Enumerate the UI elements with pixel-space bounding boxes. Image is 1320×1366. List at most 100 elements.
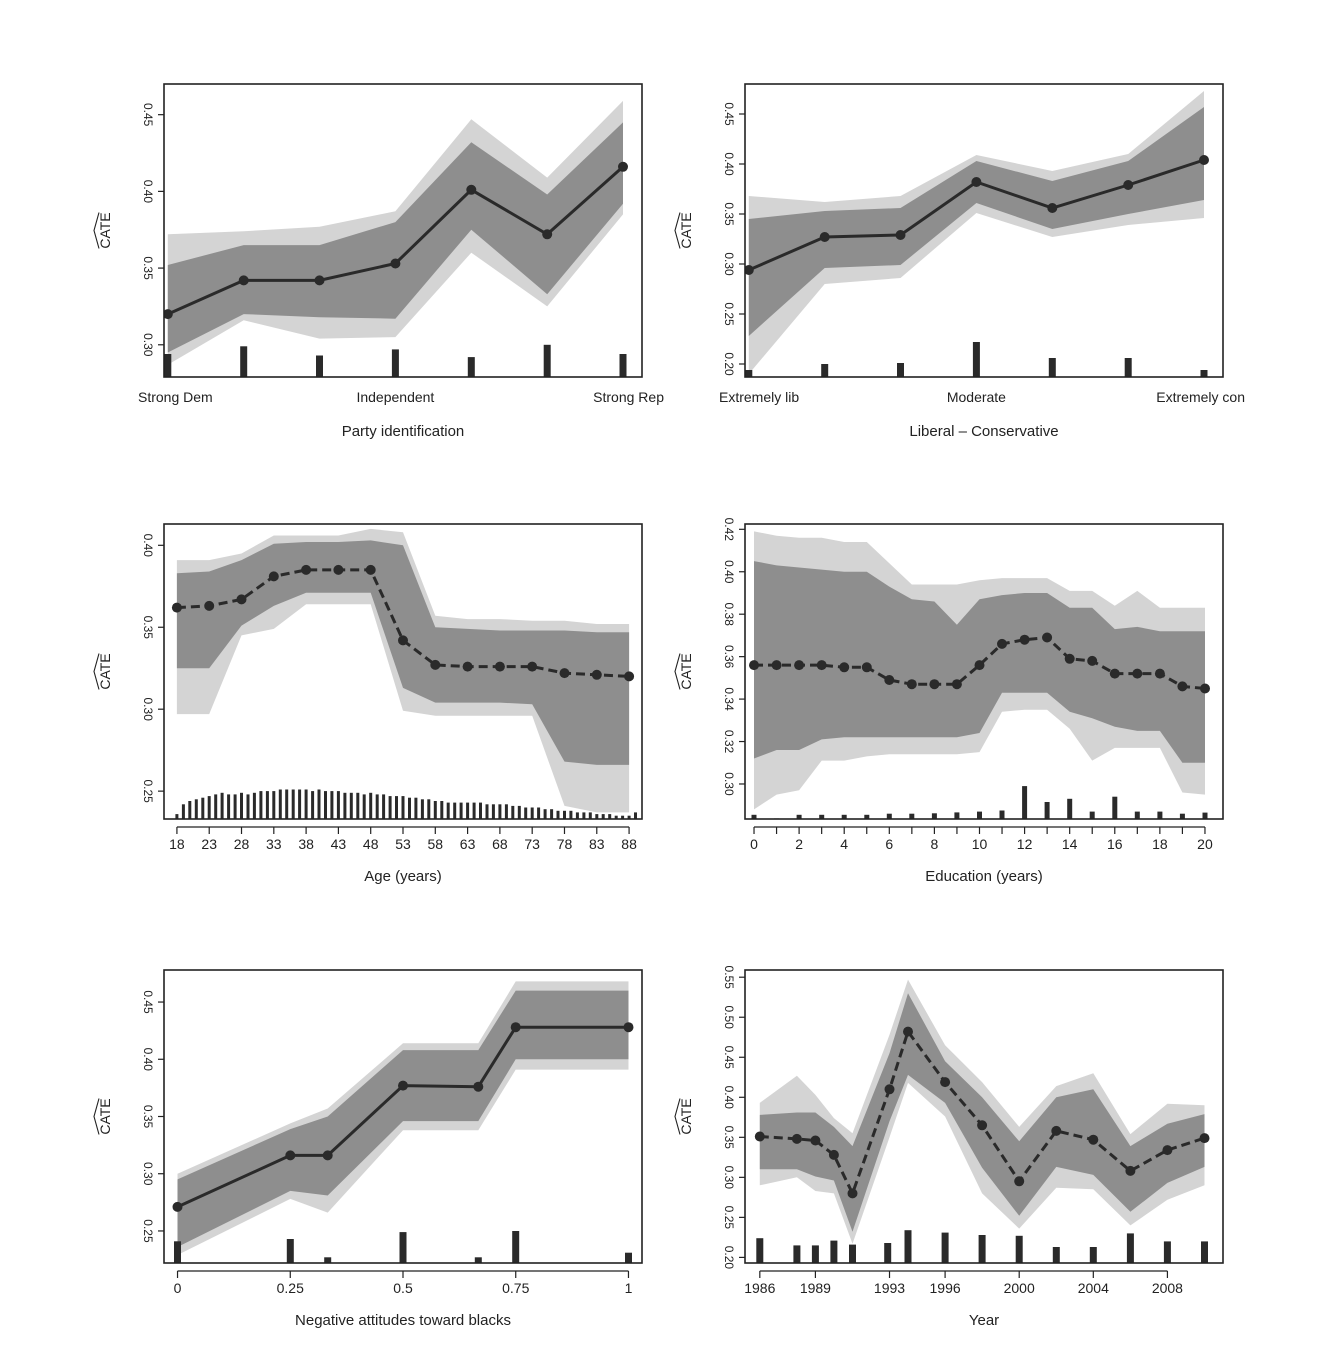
histogram-bar (349, 792, 353, 819)
estimate-point (430, 659, 441, 670)
x-tick-label: 1993 (874, 1280, 905, 1296)
histogram-bar (188, 801, 192, 819)
panel-ideology: 0.20 0.25 0.30 0.35 0.40 0.45 Extremely lib Mod… (674, 83, 1245, 440)
x-tick-label: 18 (1152, 836, 1168, 852)
estimate-point (1019, 634, 1030, 645)
estimate-point (1132, 668, 1143, 679)
estimate-point (398, 1080, 408, 1091)
histogram-bar (467, 357, 475, 377)
y-tick-label: 0.40 (722, 1086, 736, 1110)
histogram-bar (864, 814, 870, 819)
x-axis-label: Party identification (342, 423, 465, 440)
x-tick-label: 53 (395, 836, 411, 852)
x-tick-label: Extremely lib (719, 389, 799, 405)
x-tick-label: 1989 (800, 1280, 831, 1296)
y-tick-label: 0.30 (141, 698, 155, 722)
panel-party: 0.30 0.35 0.40 0.45 Strong Dem Independent Str… (93, 83, 664, 440)
histogram-bar (819, 814, 825, 819)
plot-area (745, 91, 1209, 377)
ylabel-hat-icon (93, 1098, 100, 1135)
ci-inner-band (177, 990, 629, 1247)
estimate-point (236, 594, 247, 605)
x-tick-label: 6 (885, 836, 893, 852)
histogram-bar (556, 810, 560, 819)
x-tick-label: 43 (331, 836, 347, 852)
estimate-point (1123, 180, 1134, 190)
y-tick-label: 0.30 (722, 1166, 736, 1190)
estimate-point (847, 1188, 858, 1199)
histogram-bar (627, 815, 631, 819)
histogram-bar (498, 804, 502, 819)
estimate-point (285, 1150, 296, 1161)
estimate-point (1087, 655, 1098, 666)
x-axis-label: Education (years) (925, 868, 1043, 885)
histogram-bar (999, 810, 1005, 819)
estimate-point (171, 602, 182, 613)
estimate-point (940, 1077, 951, 1088)
histogram-bar (336, 791, 340, 819)
estimate-point (624, 671, 635, 682)
estimate-point (1042, 632, 1053, 643)
histogram-bar (227, 794, 231, 819)
estimate-point (494, 661, 505, 672)
histogram-bar (1015, 1235, 1023, 1263)
histogram-bar (517, 805, 521, 819)
estimate-point (997, 638, 1007, 649)
histogram-bar (491, 804, 495, 819)
ci-inner-band (176, 540, 630, 765)
x-tick-label: 14 (1062, 836, 1078, 852)
y-tick-label: 0.25 (141, 779, 155, 803)
histogram-bar (362, 794, 366, 819)
estimate-point (365, 564, 376, 575)
y-tick-label: 0.35 (141, 616, 155, 640)
ylabel-hat-icon (674, 1098, 681, 1135)
histogram-bar (634, 812, 637, 819)
histogram-bar (433, 801, 437, 819)
histogram-bar (427, 799, 431, 819)
plot-area (749, 531, 1210, 819)
histogram-bar (414, 797, 418, 819)
histogram-bar (821, 364, 829, 377)
x-tick-label: 1 (625, 1280, 633, 1296)
estimate-point (1088, 1134, 1099, 1145)
histogram-bar (841, 814, 847, 819)
estimate-point (1177, 681, 1188, 692)
panel-year: 0.20 0.25 0.30 0.35 0.40 0.45 0.50 0.55 1986 1989… (674, 966, 1224, 1329)
histogram-bar (174, 1241, 181, 1263)
y-tick-label: 0.45 (141, 103, 155, 127)
histogram-bar (511, 805, 515, 819)
histogram-bar (1052, 1247, 1060, 1263)
histogram-bar (751, 814, 757, 819)
histogram-bar (537, 807, 541, 819)
histogram-bar (1163, 1241, 1171, 1263)
histogram-bar (543, 809, 547, 819)
histogram-bar (569, 810, 573, 819)
histogram-bar (1179, 813, 1185, 819)
x-tick-label: 2004 (1078, 1280, 1109, 1296)
x-tick-label: 88 (621, 836, 637, 852)
y-tick-label: 0.40 (722, 560, 736, 584)
y-tick-label: 0.38 (722, 603, 736, 627)
estimate-point (839, 662, 850, 673)
y-tick-label: 0.20 (722, 352, 736, 376)
histogram-bar (214, 794, 218, 819)
estimate-point (1064, 653, 1075, 664)
x-tick-label: 10 (972, 836, 988, 852)
x-tick-label: 20 (1197, 836, 1213, 852)
histogram-bar (563, 810, 566, 819)
plot-frame (163, 83, 643, 378)
histogram-bar (1124, 358, 1132, 377)
plot-area (754, 979, 1210, 1263)
estimate-point (398, 635, 408, 646)
x-tick-label: 16 (1107, 836, 1123, 852)
estimate-point (466, 184, 477, 195)
estimate-point (473, 1081, 484, 1092)
histogram-bar (614, 815, 618, 819)
histogram-bar (543, 344, 551, 377)
histogram-bar (830, 1240, 838, 1263)
estimate-point (974, 660, 985, 671)
x-tick-label: Strong Rep (593, 389, 664, 405)
histogram-bar (472, 802, 476, 819)
estimate-point (618, 161, 628, 172)
estimate-point (884, 1084, 895, 1095)
